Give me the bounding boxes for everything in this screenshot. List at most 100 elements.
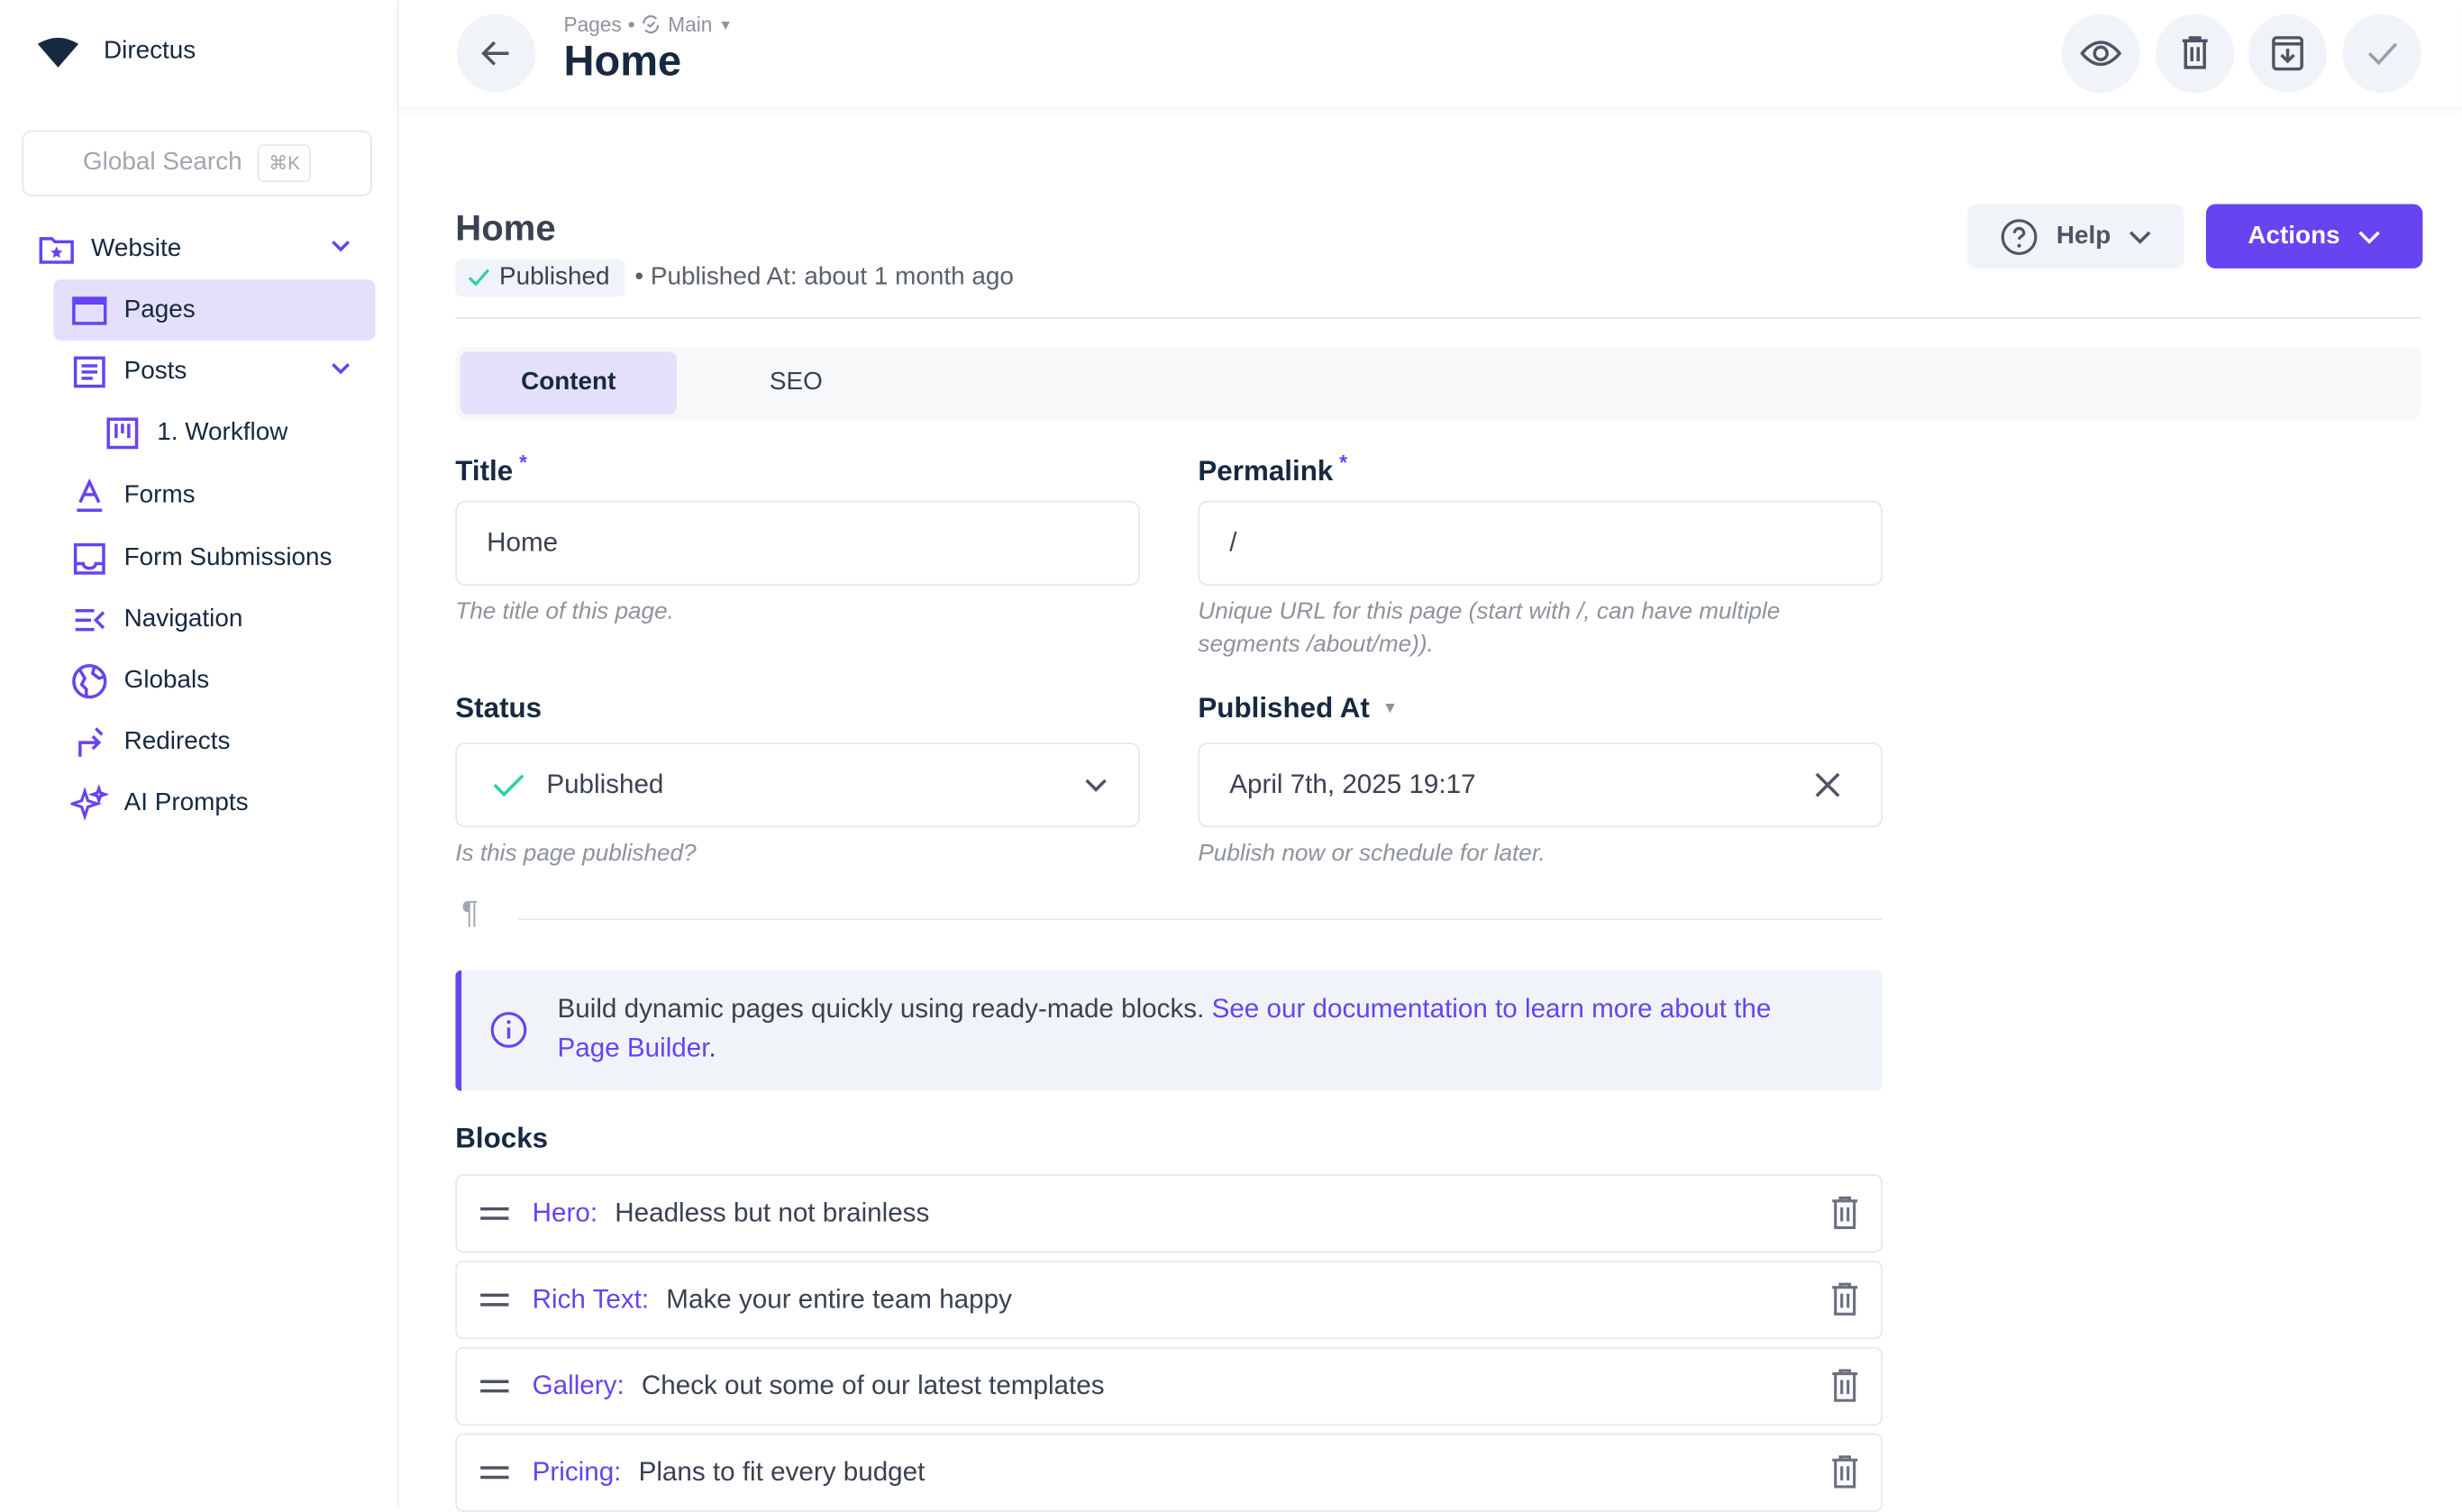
version-selector[interactable]: Main	[668, 12, 713, 37]
status-badge-label: Published	[499, 263, 610, 291]
drag-handle-icon[interactable]	[479, 1379, 510, 1394]
title-hint: The title of this page.	[455, 597, 674, 625]
drag-handle-icon[interactable]	[479, 1292, 510, 1307]
sidebar-item-forms[interactable]: Forms	[0, 463, 397, 527]
permalink-input[interactable]: /	[1198, 500, 1883, 586]
permalink-hint: Unique URL for this page (start with /, …	[1198, 597, 1781, 659]
published-at-label: Published At ▼	[1198, 692, 1399, 724]
permalink-label: Permalink *	[1198, 451, 1348, 487]
folder-icon	[38, 230, 76, 268]
sidebar-item-label: Form Submissions	[123, 543, 333, 571]
tab-content[interactable]: Content	[460, 351, 677, 414]
page-title: Home	[563, 37, 682, 86]
actions-button[interactable]: Actions	[2205, 204, 2423, 269]
sidebar-item-posts[interactable]: Posts	[0, 341, 397, 402]
block-type: Rich Text:	[532, 1284, 650, 1315]
arrow-left-icon	[481, 41, 509, 66]
help-button[interactable]: Help	[1967, 204, 2184, 269]
chevron-down-icon	[2129, 230, 2152, 243]
breadcrumb: Pages • Main ▼	[563, 12, 733, 37]
turn-right-icon	[70, 723, 108, 761]
chevron-down-icon[interactable]	[328, 234, 353, 260]
status-select[interactable]: Published	[455, 742, 1140, 828]
sidebar-item-label: Globals	[123, 666, 210, 694]
pilcrow-icon: ¶	[461, 896, 479, 932]
sidebar-item-website[interactable]: Website	[0, 218, 397, 279]
clear-icon[interactable]	[1813, 770, 1841, 798]
help-circle-icon	[2001, 218, 2037, 255]
tab-seo[interactable]: SEO	[769, 369, 823, 396]
inbox-icon	[70, 539, 108, 577]
published-at-input[interactable]: April 7th, 2025 19:17	[1198, 742, 1883, 828]
info-notice: Build dynamic pages quickly using ready-…	[455, 970, 1883, 1091]
sidebar-item-label: Pages	[123, 296, 196, 323]
block-item[interactable]: Rich Text: Make your entire team happy	[455, 1261, 1883, 1340]
block-item[interactable]: Pricing: Plans to fit every budget	[455, 1433, 1883, 1512]
check-icon	[2367, 42, 2398, 66]
chevron-down-icon	[2359, 230, 2381, 243]
breadcrumb-collection[interactable]: Pages	[563, 12, 622, 37]
check-icon	[493, 774, 524, 797]
search-label: Global Search	[82, 149, 242, 177]
notice-end: .	[708, 1033, 716, 1063]
directus-logo-icon	[37, 37, 79, 68]
info-icon	[490, 1012, 527, 1048]
divider	[517, 918, 1883, 920]
search-shortcut: ⌘K	[258, 144, 312, 183]
block-type: Hero:	[532, 1198, 598, 1228]
sidebar-item-ai-prompts[interactable]: AI Prompts	[0, 772, 397, 833]
published-at-value: April 7th, 2025 19:17	[1229, 769, 1476, 799]
divider	[455, 316, 2421, 319]
block-type: Gallery:	[532, 1371, 625, 1401]
sidebar-item-globals[interactable]: Globals	[0, 650, 397, 711]
trash-icon[interactable]	[1831, 1369, 1859, 1403]
block-item[interactable]: Gallery: Check out some of our latest te…	[455, 1346, 1883, 1426]
caret-down-icon[interactable]: ▼	[718, 16, 733, 32]
text-format-icon	[70, 477, 108, 515]
version-sync-icon	[643, 14, 660, 34]
chevron-down-icon[interactable]	[328, 357, 353, 382]
drag-handle-icon[interactable]	[479, 1465, 510, 1480]
sidebar-item-navigation[interactable]: Navigation	[0, 588, 397, 650]
brand[interactable]: Directus	[34, 34, 196, 68]
blocks-label: Blocks	[455, 1122, 549, 1154]
title-input[interactable]: Home	[455, 500, 1140, 586]
header-bar: Pages • Main ▼ Home	[398, 0, 2462, 107]
sidebar-item-redirects[interactable]: Redirects	[0, 711, 397, 772]
block-title: Check out some of our latest templates	[641, 1371, 1105, 1401]
published-meta: • Published At: about 1 month ago	[634, 263, 1014, 291]
back-button[interactable]	[457, 14, 536, 93]
trash-icon	[2182, 36, 2208, 69]
block-title: Headless but not brainless	[615, 1198, 930, 1228]
tab-bar: Content SEO	[455, 347, 2421, 420]
check-icon	[468, 269, 490, 287]
sidebar-item-workflow[interactable]: 1. Workflow	[0, 402, 397, 463]
archive-button[interactable]	[2248, 14, 2328, 93]
trash-icon[interactable]	[1831, 1282, 1859, 1316]
sidebar-nav: Website Pages Posts 1. Workflow Forms Fo…	[0, 218, 397, 833]
trash-icon[interactable]	[1831, 1455, 1859, 1489]
drag-handle-icon[interactable]	[479, 1206, 510, 1221]
help-label: Help	[2056, 222, 2111, 250]
trash-icon[interactable]	[1831, 1196, 1859, 1231]
block-item[interactable]: Hero: Headless but not brainless	[455, 1174, 1883, 1253]
preview-button[interactable]	[2061, 14, 2140, 93]
caret-down-icon[interactable]: ▼	[1381, 700, 1399, 718]
menu-open-icon	[70, 600, 108, 638]
status-badge: Published	[455, 259, 625, 297]
sidebar-item-label: Redirects	[123, 727, 231, 755]
sidebar-item-label: Navigation	[123, 605, 243, 633]
save-button[interactable]	[2342, 14, 2421, 93]
delete-button[interactable]	[2156, 14, 2235, 93]
sidebar-item-label: AI Prompts	[123, 788, 249, 816]
documentation-link[interactable]: See our documentation to learn more abou…	[557, 993, 1772, 1063]
published-at-hint: Publish now or schedule for later.	[1198, 840, 1546, 867]
status-hint: Is this page published?	[455, 840, 697, 867]
archive-download-icon	[2272, 36, 2303, 71]
item-title: Home	[455, 206, 556, 249]
web-asset-icon	[70, 291, 108, 329]
sidebar-item-pages[interactable]: Pages	[53, 279, 376, 342]
sidebar-item-label: Posts	[123, 357, 187, 384]
global-search[interactable]: Global Search ⌘K	[22, 130, 372, 196]
sidebar-item-form-submissions[interactable]: Form Submissions	[0, 527, 397, 588]
